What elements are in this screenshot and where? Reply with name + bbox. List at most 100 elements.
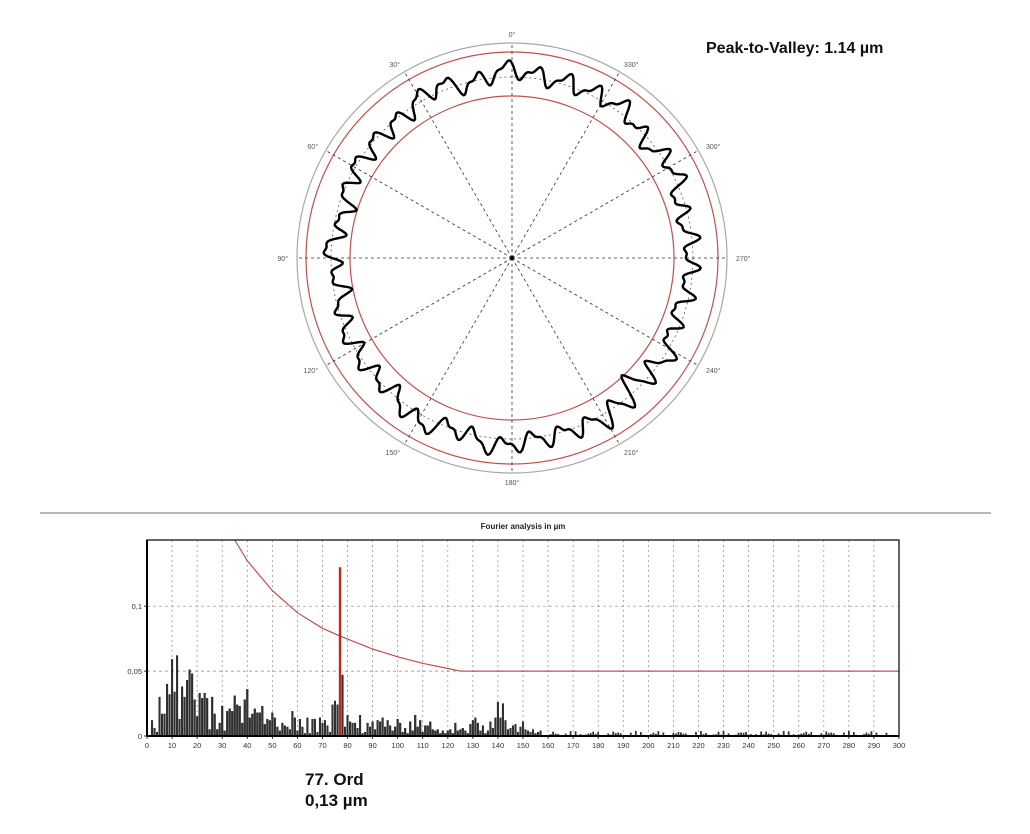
fourier-bar <box>672 732 675 736</box>
fourier-bar <box>176 655 179 737</box>
fourier-bar <box>489 721 492 737</box>
fourier-bar <box>221 705 224 737</box>
fourier-bar <box>381 717 384 737</box>
fourier-bar <box>424 725 427 737</box>
fourier-bar <box>557 733 559 736</box>
fourier-bar <box>196 716 199 737</box>
fourier-bar <box>371 721 374 737</box>
fourier-bar <box>745 732 747 736</box>
fourier-bar <box>213 713 216 737</box>
fourier-bar <box>379 721 382 737</box>
fourier-bar <box>258 712 261 737</box>
fourier-bar <box>511 725 515 737</box>
fourier-bar <box>514 724 517 737</box>
fourier-bar <box>722 731 725 736</box>
fourier-bar <box>504 720 507 737</box>
x-tick-label: 60 <box>293 741 301 750</box>
fourier-bar <box>680 732 682 736</box>
fourier-bar <box>291 711 294 737</box>
fourier-bar <box>150 720 154 737</box>
x-tick-label: 300 <box>893 741 906 750</box>
fourier-bar <box>238 705 241 737</box>
fourier-bar <box>281 722 284 737</box>
fourier-bar <box>612 731 615 736</box>
angle-label: 90° <box>277 255 288 263</box>
fourier-bar <box>496 702 499 737</box>
fourier-bar <box>594 733 597 736</box>
x-tick-label: 110 <box>417 741 429 750</box>
fourier-bar <box>318 717 321 737</box>
fourier-bar <box>853 732 855 736</box>
fourier-bar <box>825 731 828 736</box>
fourier-bar <box>727 733 730 736</box>
fourier-bar <box>614 733 617 736</box>
fourier-bar <box>386 720 389 737</box>
fourier-bar <box>366 722 369 737</box>
fourier-bar <box>419 720 422 737</box>
section-divider <box>40 512 991 514</box>
fourier-bar <box>564 733 567 736</box>
fourier-bar <box>875 732 878 736</box>
fourier-bar <box>589 733 592 736</box>
fourier-bar <box>298 718 301 737</box>
x-tick-label: 220 <box>692 741 705 750</box>
fourier-bar <box>356 728 359 737</box>
fourier-bar <box>842 732 845 736</box>
fourier-bar <box>313 718 316 737</box>
angle-label: 120° <box>304 367 319 375</box>
x-tick-label: 260 <box>792 741 805 750</box>
fourier-bar <box>597 731 600 736</box>
fourier-bar <box>351 722 354 737</box>
fourier-bar <box>491 728 494 737</box>
fourier-bar <box>787 731 790 736</box>
fourier-bar <box>501 703 504 737</box>
fourier-bar <box>193 699 196 737</box>
fourier-bar <box>830 732 833 736</box>
angle-label: 180° <box>505 479 520 487</box>
fourier-bar <box>820 733 823 736</box>
fourier-bar <box>677 732 680 736</box>
fourier-bar <box>263 724 266 737</box>
fourier-bar <box>832 733 835 736</box>
fourier-bar <box>639 732 642 736</box>
x-tick-label: 280 <box>843 741 856 750</box>
fourier-bar <box>587 733 590 736</box>
fourier-bar <box>807 733 810 736</box>
fourier-bar <box>767 733 770 736</box>
fourier-bar <box>198 693 201 737</box>
fourier-bar <box>847 730 850 736</box>
fourier-bar <box>321 722 324 737</box>
x-tick-label: 190 <box>617 741 630 750</box>
fourier-bar <box>226 711 229 737</box>
fourier-bar <box>158 696 161 737</box>
fourier-bar <box>191 673 194 737</box>
x-tick-label: 270 <box>818 741 831 750</box>
angle-spoke <box>511 150 699 259</box>
angle-spoke <box>511 257 620 445</box>
fourier-bar <box>246 689 249 737</box>
x-tick-label: 30 <box>218 741 226 750</box>
fourier-bar <box>276 726 279 737</box>
x-tick-label: 100 <box>391 741 404 750</box>
fourier-bar <box>203 693 206 737</box>
x-tick-label: 70 <box>318 741 326 750</box>
fourier-bar <box>481 725 484 737</box>
fourier-bar <box>333 700 337 737</box>
angle-label: 60° <box>307 143 318 151</box>
fourier-analysis-chart: Fourier analysis in µm 0 10 20 30 40 50 60 70 80 9… <box>127 522 906 750</box>
angle-spoke <box>404 71 513 259</box>
x-tick-label: 120 <box>442 741 455 750</box>
x-tick-label: 80 <box>343 741 351 750</box>
x-tick-label: 40 <box>243 741 251 750</box>
fourier-bar <box>654 733 657 736</box>
fourier-bar <box>293 717 296 737</box>
angle-label: 150° <box>386 449 401 457</box>
x-tick-label: 20 <box>193 741 201 750</box>
fourier-bar <box>306 717 309 737</box>
angle-spoke <box>404 257 513 445</box>
fourier-bar <box>705 732 707 736</box>
fourier-bar <box>181 686 184 737</box>
fourier-bar <box>474 717 477 737</box>
fourier-bar <box>206 698 209 737</box>
fourier-bar <box>870 731 873 736</box>
